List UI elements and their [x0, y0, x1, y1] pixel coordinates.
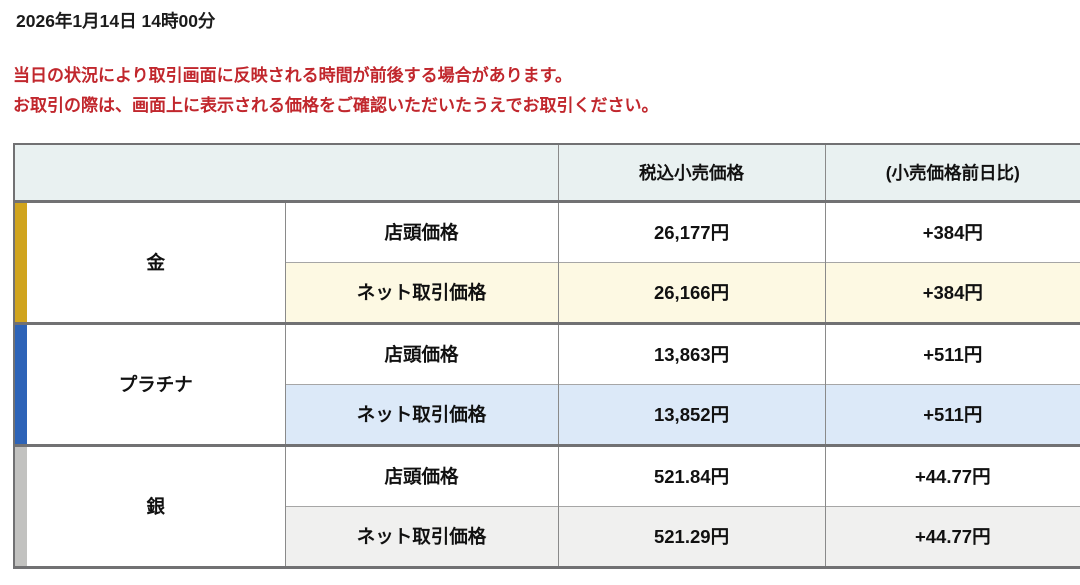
silver-net-row: ネット取引価格 521.29円 +44.77円 — [14, 505, 1080, 567]
gold-net-row: ネット取引価格 26,166円 +384円 — [14, 261, 1080, 323]
silver-name-cell: 銀 — [27, 443, 285, 567]
table-header-row: 税込小売価格 (小売価格前日比) — [14, 144, 1080, 203]
silver-net-price: 521.29円 — [557, 505, 826, 567]
header-empty-cell — [14, 144, 559, 203]
price-type-cell: 店頭価格 — [284, 201, 559, 262]
platinum-net-row: ネット取引価格 13,852円 +511円 — [14, 383, 1080, 445]
price-type-cell: 店頭価格 — [284, 321, 559, 384]
gold-name-cell: 金 — [27, 201, 285, 323]
gold-net-change: +384円 — [824, 261, 1080, 323]
notice-line-1: 当日の状況により取引画面に反映される時間が前後する場合があります。 — [13, 66, 572, 85]
platinum-net-price: 13,852円 — [557, 383, 826, 445]
platinum-store-change: +511円 — [824, 321, 1080, 384]
silver-net-change: +44.77円 — [824, 505, 1080, 567]
notice-line-2: お取引の際は、画面上に表示される価格をご確認いただいたうえでお取引ください。 — [13, 96, 659, 115]
platinum-name-cell: プラチナ — [27, 321, 285, 445]
metal-price-table: 税込小売価格 (小売価格前日比) 金 店頭価格 26,177円 +384円 ネッ… — [13, 143, 1080, 569]
header-change-cell: (小売価格前日比) — [824, 144, 1080, 203]
platinum-net-change: +511円 — [824, 383, 1080, 445]
platinum-store-price: 13,863円 — [557, 321, 826, 384]
silver-store-price: 521.84円 — [557, 443, 826, 506]
platinum-color-stripe — [14, 321, 27, 445]
notice-text: 当日の状況により取引画面に反映される時間が前後する場合があります。 お取引の際は… — [13, 61, 1080, 121]
silver-store-row: 銀 店頭価格 521.84円 +44.77円 — [14, 443, 1080, 567]
date-time-text: 2026年1月14日 14時00分 — [16, 11, 216, 31]
gold-store-row: 金 店頭価格 26,177円 +384円 — [14, 201, 1080, 323]
silver-color-stripe — [14, 443, 27, 567]
price-type-cell: ネット取引価格 — [284, 261, 559, 323]
platinum-store-row: プラチナ 店頭価格 13,863円 +511円 — [14, 321, 1080, 445]
price-type-cell: ネット取引価格 — [284, 505, 559, 567]
gold-store-change: +384円 — [824, 201, 1080, 262]
silver-store-change: +44.77円 — [824, 443, 1080, 506]
price-type-cell: ネット取引価格 — [284, 383, 559, 445]
gold-net-price: 26,166円 — [557, 261, 826, 323]
gold-store-price: 26,177円 — [557, 201, 826, 262]
gold-color-stripe — [14, 201, 27, 323]
header-price-cell: 税込小売価格 — [557, 144, 826, 203]
price-type-cell: 店頭価格 — [284, 443, 559, 506]
